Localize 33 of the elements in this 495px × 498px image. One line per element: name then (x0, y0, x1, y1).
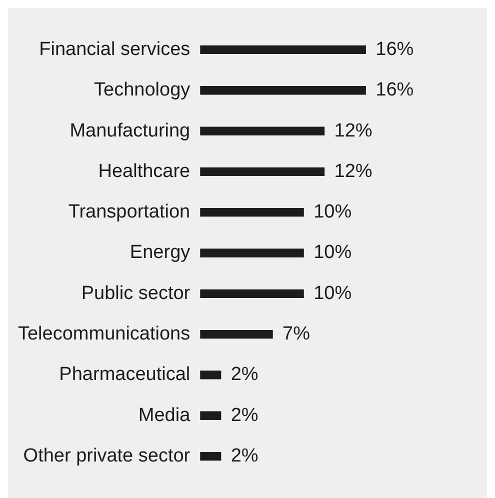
y-tick-label: Healthcare (98, 160, 190, 182)
y-tick-label: Pharmaceutical (59, 364, 190, 386)
bar (200, 167, 325, 176)
bar (200, 126, 325, 136)
y-tick-label: Technology (94, 80, 191, 101)
y-tick-label: Telecommunications (18, 324, 190, 345)
data-label: 10% (314, 282, 352, 304)
data-label: 2% (230, 404, 258, 426)
y-tick-label: Transportation (68, 202, 190, 223)
y-tick-label: Public sector (81, 282, 191, 304)
data-label: 16% (376, 38, 414, 60)
bar (200, 45, 366, 54)
y-tick-label: Energy (130, 242, 191, 264)
y-tick-label: Financial services (39, 38, 190, 60)
bar (200, 86, 366, 95)
bar (200, 248, 304, 258)
bar (200, 208, 304, 217)
y-tick-label: Manufacturing (70, 120, 190, 142)
y-tick-label: Other private sector (23, 446, 191, 467)
data-label: 7% (282, 324, 310, 345)
y-tick-label: Media (138, 404, 191, 426)
bar (200, 289, 304, 298)
data-label: 2% (230, 364, 258, 386)
data-label: 12% (334, 160, 372, 182)
bar (200, 452, 222, 461)
data-label: 10% (314, 202, 352, 223)
bar (200, 411, 222, 420)
bar (200, 330, 273, 339)
data-label: 12% (334, 120, 372, 142)
data-label: 10% (314, 242, 352, 264)
bar (200, 370, 222, 380)
data-label: 16% (376, 80, 414, 101)
data-label: 2% (230, 446, 258, 467)
